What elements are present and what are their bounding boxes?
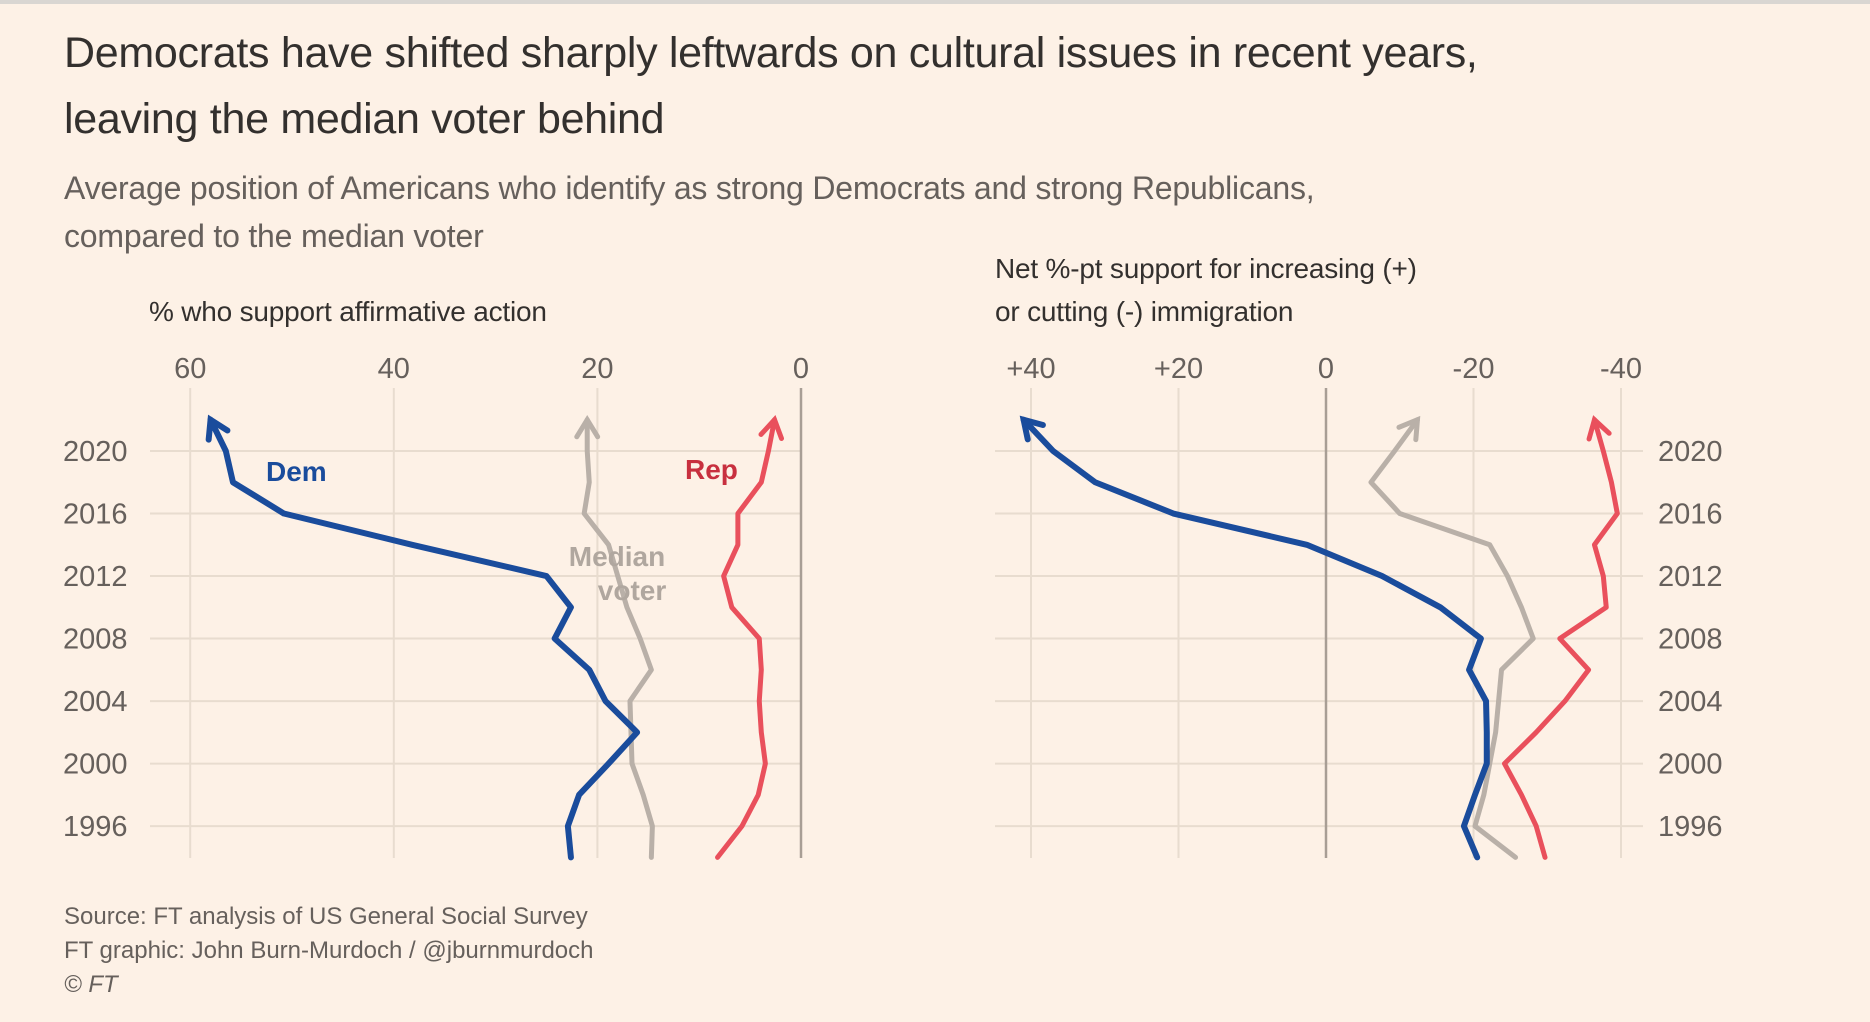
chart-subtitle-line: compared to the median voter	[64, 218, 484, 254]
y-tick-label: 2000	[1658, 749, 1723, 781]
y-tick-label: 2012	[63, 561, 128, 593]
label-rep: Rep	[685, 454, 738, 485]
left-chart-affirmative-action: 2020 2016 2012 2008 2004 2000 1996 60 40 20 0	[63, 353, 809, 861]
label-median-line2: voter	[598, 575, 667, 606]
y-tick-label: 2004	[1658, 686, 1723, 718]
y-tick-label: 2008	[1658, 624, 1723, 656]
x-tick-label: 0	[1318, 353, 1334, 385]
x-tick-label: 20	[581, 353, 613, 385]
x-tick-label: +40	[1006, 353, 1055, 385]
right-chart-immigration: 2020 2016 2012 2008 2004 2000 1996 +40 +20 0 -20 -4…	[995, 353, 1723, 861]
right-axis-title: Net %-pt support for increasing (+) or c…	[995, 247, 1417, 333]
x-tick-label: -20	[1453, 353, 1495, 385]
footer: Source: FT analysis of US General Social…	[64, 900, 594, 1002]
y-tick-label: 2012	[1658, 561, 1723, 593]
x-tick-label: +20	[1154, 353, 1203, 385]
y-tick-label: 2008	[63, 624, 128, 656]
source-note: Source: FT analysis of US General Social…	[64, 903, 588, 930]
x-tick-label: -40	[1600, 353, 1642, 385]
y-tick-label: 2016	[1658, 499, 1723, 531]
y-tick-label: 2004	[63, 686, 128, 718]
chart-title-line: leaving the median voter behind	[64, 95, 665, 143]
y-tick-label: 2020	[1658, 436, 1723, 468]
y-tick-label: 2020	[63, 436, 128, 468]
x-tick-label: 60	[174, 353, 206, 385]
chart-subtitle-line: Average position of Americans who identi…	[64, 170, 1315, 206]
right-axis-title-line: or cutting (-) immigration	[995, 296, 1294, 327]
chart-subtitle: Average position of Americans who identi…	[64, 164, 1315, 260]
x-tick-label: 40	[378, 353, 410, 385]
y-tick-label: 2000	[63, 749, 128, 781]
chart-title: Democrats have shifted sharply leftwards…	[64, 20, 1478, 152]
copyright: © FT	[64, 971, 118, 998]
y-tick-label: 1996	[63, 811, 128, 843]
x-tick-label: 0	[793, 353, 809, 385]
label-median-line1: Median	[569, 541, 665, 572]
top-border	[0, 0, 1870, 4]
label-dem: Dem	[266, 456, 327, 487]
graphic-credit: FT graphic: John Burn-Murdoch / @jburnmu…	[64, 937, 594, 964]
right-axis-title-line: Net %-pt support for increasing (+)	[995, 253, 1417, 284]
y-tick-label: 2016	[63, 499, 128, 531]
chart-title-line: Democrats have shifted sharply leftwards…	[64, 29, 1478, 77]
left-axis-title: % who support affirmative action	[149, 296, 547, 327]
y-tick-label: 1996	[1658, 811, 1723, 843]
